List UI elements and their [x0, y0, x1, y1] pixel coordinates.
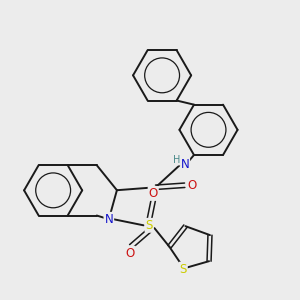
- Text: N: N: [104, 213, 113, 226]
- Text: N: N: [181, 158, 190, 171]
- Text: O: O: [148, 187, 158, 200]
- Text: S: S: [146, 219, 153, 232]
- Text: S: S: [179, 263, 187, 276]
- Text: O: O: [126, 247, 135, 260]
- Text: H: H: [173, 155, 181, 165]
- Text: O: O: [187, 179, 196, 192]
